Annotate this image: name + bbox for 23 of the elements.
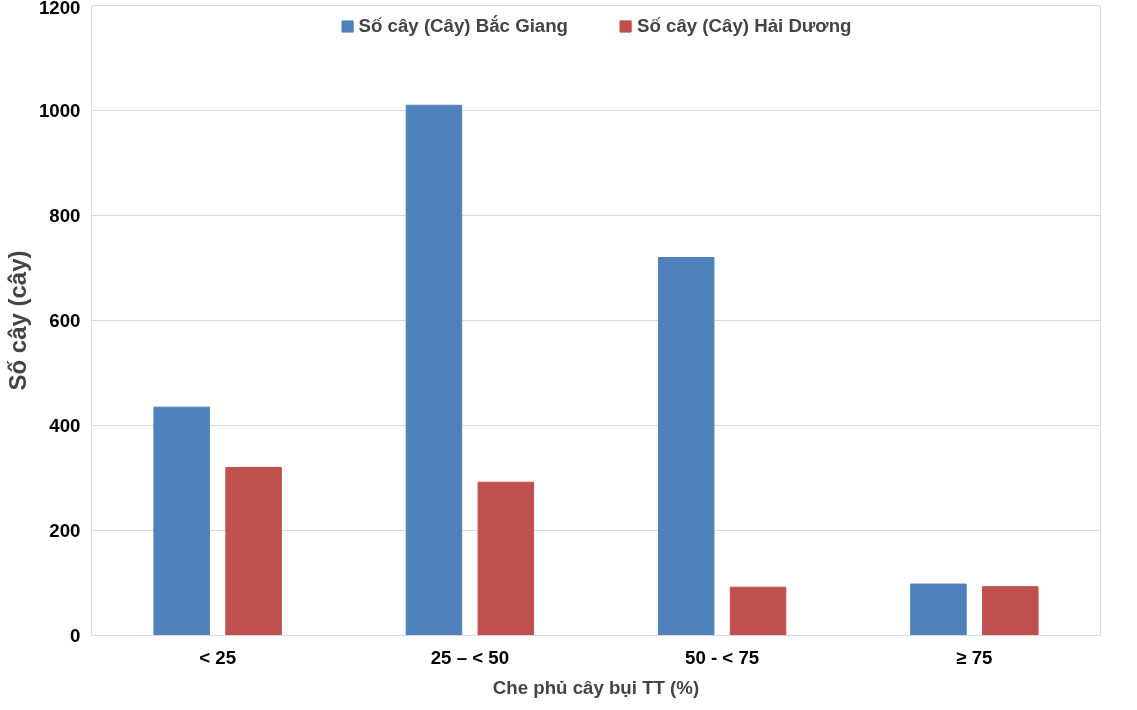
bar	[657, 257, 715, 636]
bar	[982, 586, 1039, 636]
x-tick-label: ≥ 75	[956, 646, 993, 668]
legend-label: Số cây (Cây) Bắc Giang	[358, 15, 569, 37]
x-tick-label: < 25	[199, 646, 237, 668]
bar	[225, 467, 282, 636]
y-tick-label: 1200	[39, 0, 81, 18]
y-axis-title: Số cây (cây)	[4, 250, 31, 391]
bar	[405, 104, 463, 636]
x-axis-title: Che phủ cây bụi TT (%)	[492, 676, 700, 698]
y-tick-label: 0	[70, 625, 81, 646]
x-tick-label: 50 - < 75	[685, 646, 760, 668]
y-tick-label: 400	[49, 415, 81, 436]
x-tick-label: 25 – < 50	[430, 646, 510, 668]
y-tick-label: 200	[49, 520, 81, 541]
bar	[729, 586, 787, 636]
y-tick-label: 600	[49, 310, 81, 331]
bar	[477, 481, 535, 636]
legend-label: Số cây (Cây) Hải Dương	[637, 15, 852, 37]
bar	[910, 583, 967, 636]
y-tick-label: 1000	[39, 100, 81, 121]
y-tick-label: 800	[49, 205, 81, 226]
bar	[153, 406, 210, 636]
